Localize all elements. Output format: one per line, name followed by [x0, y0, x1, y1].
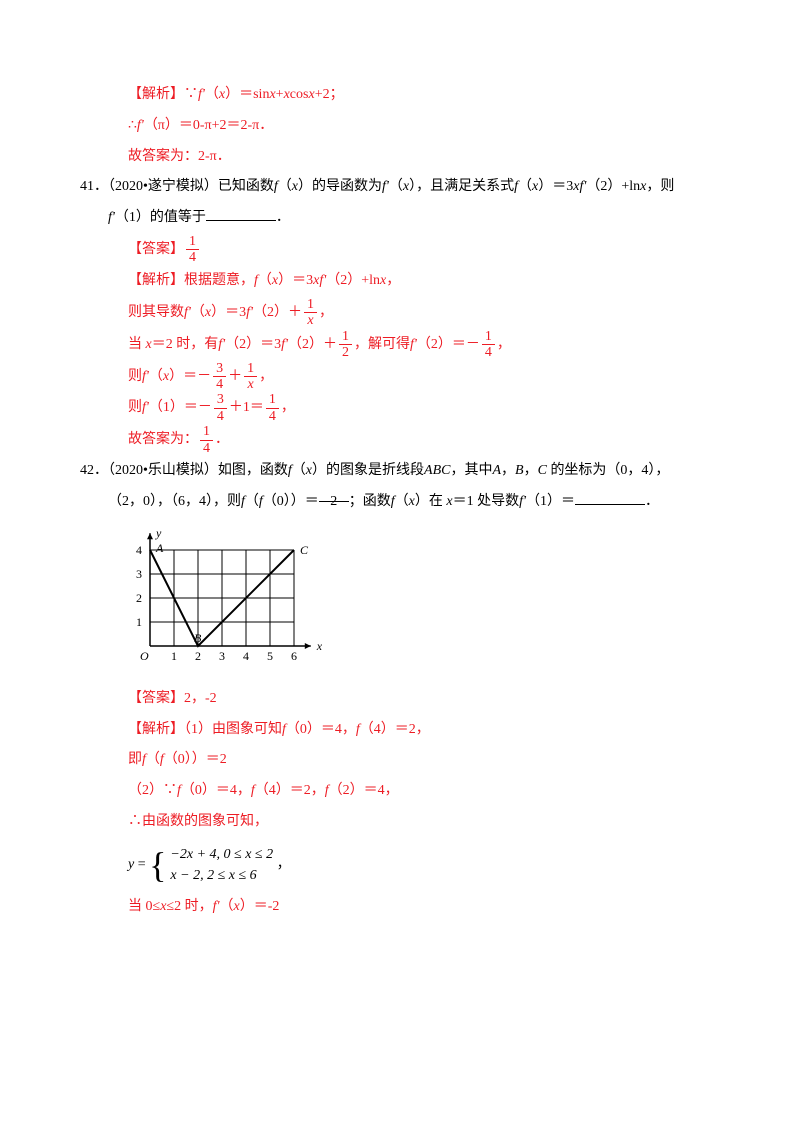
sol-line: 故答案为：2-π． [80, 142, 734, 173]
piecewise: y = {−2x + 4, 0 ≤ x ≤ 2x − 2, 2 ≤ x ≤ 6 … [80, 844, 734, 886]
sol-line: 即f（f（0））＝2 [80, 745, 734, 776]
svg-text:4: 4 [136, 543, 142, 557]
svg-text:1: 1 [136, 615, 142, 629]
question-42: 42．（2020•乐山模拟）如图，函数f（x）的图象是折线段ABC，其中A，B，… [80, 456, 734, 487]
sol-line: ∴f'（π）＝0-π+2＝2-π． [80, 111, 734, 142]
svg-text:C: C [300, 543, 309, 557]
sol-line: 当 x＝2 时，有f'（2）＝3f'（2）＋12，解可得f'（2）＝－14， [80, 329, 734, 361]
svg-text:2: 2 [195, 649, 201, 663]
sol-line: （2）∵f（0）＝4，f（4）＝2，f（2）＝4， [80, 776, 734, 807]
svg-text:A: A [155, 541, 164, 555]
question-41-line2: f'（1）的值等于． [80, 203, 734, 234]
answer-line: 【答案】2，-2 [80, 684, 734, 715]
sol-line: 当 0≤x≤2 时，f'（x）＝-2 [80, 892, 734, 923]
sol-line: 【解析】∵f'（x）＝sinx+xcosx+2； [80, 80, 734, 111]
svg-text:B: B [194, 631, 202, 645]
answer-line: 【答案】14 [80, 234, 734, 266]
sol-line: 【解析】根据题意，f（x）＝3xf'（2）+lnx， [80, 266, 734, 297]
svg-text:x: x [316, 639, 323, 653]
question-41: 41．（2020•遂宁模拟）已知函数f（x）的导函数为f'（x），且满足关系式f… [80, 172, 734, 203]
svg-text:3: 3 [136, 567, 142, 581]
svg-text:5: 5 [267, 649, 273, 663]
svg-text:1: 1 [171, 649, 177, 663]
question-42-line2: （2，0），（6，4），则f（f（0））＝ 2 ；函数f（x）在 x＝1 处导数… [80, 487, 734, 518]
blank-input[interactable] [575, 490, 645, 505]
sol-line: ∴由函数的图象可知， [80, 807, 734, 838]
sol-line: 则f'（1）＝－34＋1＝14， [80, 392, 734, 424]
sol-line: 则其导数f'（x）＝3f'（2）＋1x， [80, 297, 734, 329]
blank-filled: 2 [319, 487, 349, 502]
svg-text:y: y [155, 526, 162, 540]
svg-text:3: 3 [219, 649, 225, 663]
sol-line: 【解析】（1）由图象可知f（0）＝4，f（4）＝2， [80, 715, 734, 746]
svg-text:O: O [140, 649, 149, 663]
sol-line: 故答案为：14． [80, 424, 734, 456]
blank-input[interactable] [206, 206, 276, 221]
svg-text:4: 4 [243, 649, 249, 663]
svg-text:6: 6 [291, 649, 297, 663]
svg-text:2: 2 [136, 591, 142, 605]
sol-line: 则f'（x）＝－34＋1x， [80, 361, 734, 393]
function-graph: 1 2 3 4 5 6 1 2 3 4 Ox yA B C [120, 526, 734, 676]
